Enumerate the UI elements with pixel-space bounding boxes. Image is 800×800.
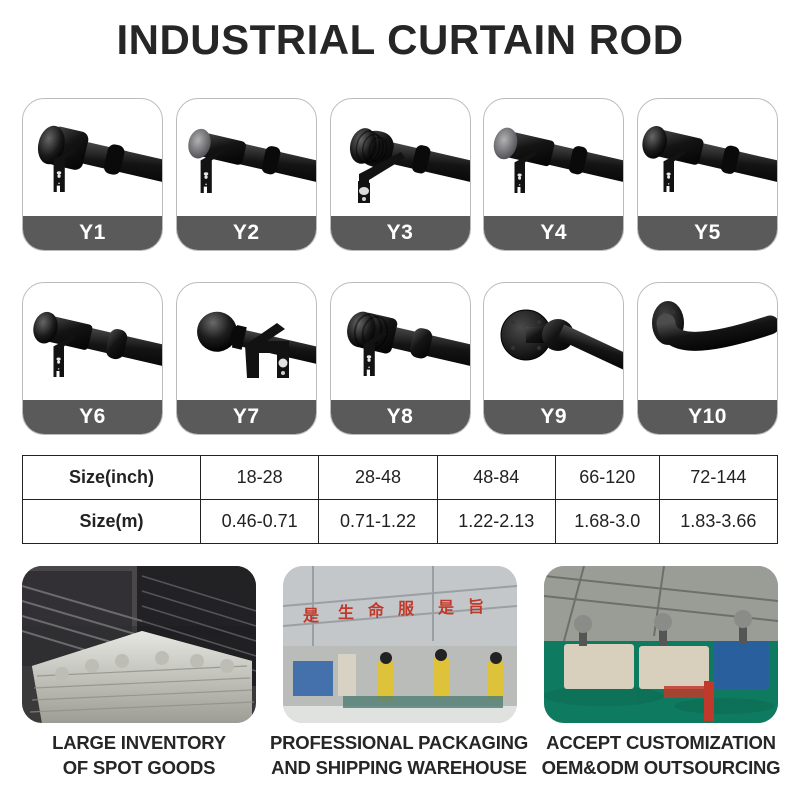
svg-text:服: 服: [398, 600, 415, 618]
svg-text:是: 是: [437, 599, 454, 617]
svg-text:生: 生: [338, 603, 354, 622]
svg-text:旨: 旨: [468, 597, 484, 616]
svg-text:是: 是: [302, 607, 319, 625]
svg-text:命: 命: [367, 601, 385, 620]
